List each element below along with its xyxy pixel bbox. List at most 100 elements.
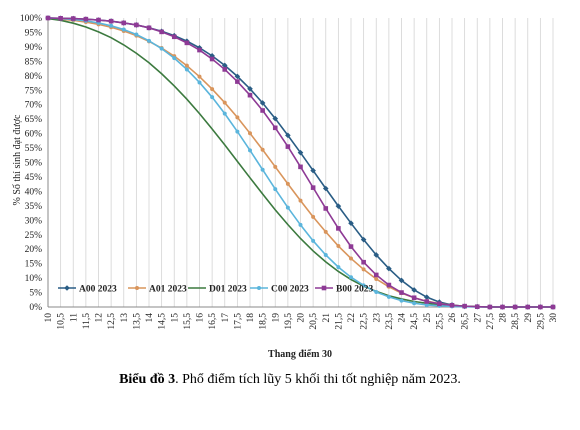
x-tick-label: 11 [69, 313, 79, 322]
x-tick-label: 24,5 [410, 313, 420, 330]
data-point [462, 303, 467, 309]
x-tick-label: 12 [95, 313, 105, 323]
data-point [172, 56, 177, 61]
x-tick-label: 13 [120, 313, 130, 323]
data-point [361, 267, 366, 272]
data-point [550, 304, 556, 310]
data-point [235, 129, 240, 134]
x-tick-label: 18 [246, 313, 256, 323]
x-tick-label: 17,5 [233, 313, 243, 330]
x-tick-label: 10,5 [57, 313, 67, 330]
data-point [323, 206, 329, 211]
data-point [197, 47, 202, 53]
data-point [374, 289, 379, 294]
caption-text: . Phổ điểm tích lũy 5 khối thi tốt nghiệ… [175, 372, 461, 387]
chart-grid [60, 18, 554, 307]
data-point [121, 27, 126, 32]
x-tick-label: 23,5 [385, 313, 395, 330]
y-tick-label: 5% [29, 289, 42, 299]
data-point [285, 181, 290, 186]
legend-label: A01 2023 [149, 285, 187, 295]
data-point [361, 259, 366, 265]
data-point [423, 294, 430, 300]
x-tick-label: 11,5 [82, 313, 92, 330]
x-tick-label: 29 [524, 313, 534, 323]
x-tick-label: 30 [549, 313, 559, 323]
x-tick-label: 17 [221, 313, 231, 323]
x-tick-label: 20,5 [309, 313, 319, 330]
y-axis-label: % Số thí sinh đạt được [12, 114, 23, 206]
data-point [424, 299, 430, 304]
data-point [500, 304, 505, 310]
chart-series [45, 15, 556, 310]
y-tick-label: 85% [25, 57, 43, 67]
data-point [538, 304, 543, 310]
data-point [386, 294, 391, 299]
data-point [134, 32, 139, 37]
data-point [348, 244, 354, 249]
y-tick-label: 45% [25, 173, 43, 183]
data-point [248, 131, 252, 136]
data-point [273, 164, 278, 169]
x-tick-label: 28 [499, 313, 509, 323]
y-tick-label: 50% [25, 159, 43, 169]
data-point [121, 20, 127, 26]
data-point [399, 298, 404, 303]
data-point [386, 282, 392, 288]
data-point [374, 276, 379, 281]
x-tick-label: 12,5 [107, 313, 117, 330]
caption-label: Biểu đồ 3 [119, 372, 176, 387]
x-tick-label: 27 [473, 313, 483, 323]
data-point [45, 15, 51, 21]
data-point [411, 287, 417, 293]
data-point [248, 148, 252, 153]
data-point [310, 185, 316, 190]
data-point [349, 275, 353, 280]
data-point [96, 17, 101, 23]
x-tick-labels: 10 10,5 11 11,5 12 12,5 13 13,5 14 14,5 15 15,5 16 16… [44, 313, 559, 330]
data-point [272, 125, 278, 131]
data-point [336, 244, 341, 249]
data-point [322, 185, 329, 192]
data-point [197, 80, 202, 85]
x-tick-label: 19 [271, 313, 281, 323]
data-point [398, 277, 405, 284]
data-point [222, 100, 227, 105]
legend-label: B00 2023 [336, 285, 373, 295]
x-tick-label: 15 [170, 313, 180, 323]
y-tick-label: 90% [25, 43, 43, 53]
x-tick-label: 20 [297, 313, 307, 323]
data-point [335, 203, 342, 209]
y-tick-label: 55% [25, 144, 43, 154]
data-point [134, 22, 139, 28]
y-tick-label: 10% [25, 274, 43, 284]
data-point [361, 283, 366, 288]
x-tick-label: 14 [145, 313, 155, 323]
data-point [412, 301, 417, 306]
x-tick-label: 25,5 [435, 313, 445, 330]
data-point [260, 108, 265, 113]
data-point [348, 220, 354, 226]
x-tick-label: 28,5 [511, 313, 521, 330]
x-tick-label: 23 [372, 313, 382, 323]
y-tick-label: 70% [25, 101, 43, 111]
data-point [260, 167, 265, 172]
data-point [234, 73, 241, 80]
data-point [272, 115, 279, 122]
data-point [83, 16, 89, 22]
data-point [210, 87, 215, 92]
y-tick-label: 15% [25, 260, 43, 270]
data-point [235, 79, 240, 84]
data-point [373, 252, 380, 258]
y-tick-label: 40% [25, 187, 43, 197]
y-tick-label: 80% [25, 72, 43, 82]
y-tick-label: 100% [20, 14, 42, 24]
data-point [285, 144, 291, 149]
legend-label: D01 2023 [209, 285, 247, 295]
x-tick-label: 16 [196, 313, 206, 323]
data-point [386, 265, 392, 272]
data-point [437, 301, 442, 307]
x-tick-label: 26 [448, 313, 458, 323]
data-point [424, 302, 429, 307]
y-tick-label: 65% [25, 115, 43, 125]
